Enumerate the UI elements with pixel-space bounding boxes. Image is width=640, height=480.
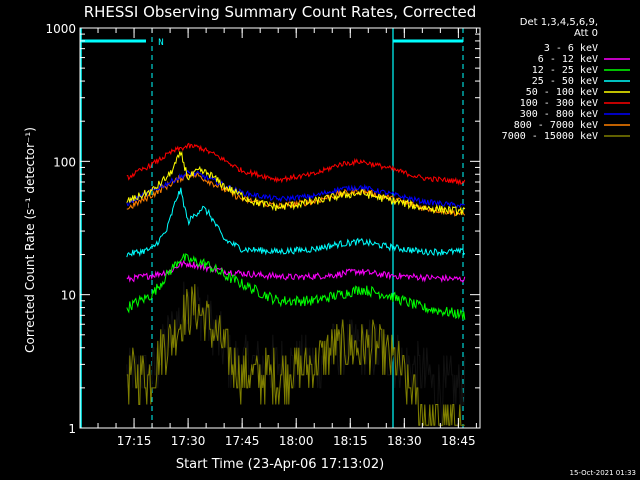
y-tick-label: 1 [68,422,76,436]
legend-entry-label: 6 - 12 keV [538,54,598,65]
series-line-5 [126,142,466,186]
legend-entry-label: 3 - 6 keV [544,43,598,54]
y-tick-label: 10 [61,289,76,303]
legend-entry-label: 25 - 50 keV [532,76,598,87]
series-line-4 [126,150,466,217]
x-tick-label: 18:45 [441,434,476,448]
y-axis-label: Corrected Count Rate (s⁻¹ detector⁻¹) [23,127,37,353]
series-line-8 [126,284,465,426]
marker-label: N [158,38,163,48]
legend-header: Det 1,3,4,5,6,9, [520,17,598,28]
x-tick-label: 17:15 [117,434,152,448]
series-line-3 [126,187,466,258]
footer-timestamp: 15-Oct-2021 01:33 [570,469,636,477]
legend-header: Att 0 [574,28,598,39]
plot-frame [79,27,481,429]
y-tick-label: 1000 [45,22,76,36]
plot-area: N [80,28,466,428]
x-axis-label: Start Time (23-Apr-06 17:13:02) [176,457,384,472]
series-line-6 [126,169,465,209]
x-tick-label: 18:00 [279,434,314,448]
series-line-1 [126,259,466,283]
legend-entry-label: 12 - 25 keV [532,65,598,76]
legend-entry-label: 7000 - 15000 keV [502,131,598,142]
x-tick-label: 18:30 [387,434,422,448]
legend-entry-label: 800 - 7000 keV [514,120,598,131]
axes: 1 10 100 1000 17:15 17:30 17:45 18:00 18:15 18:30… [45,22,481,448]
y-tick-label: 100 [53,155,76,169]
legend-entry-label: 50 - 100 keV [526,87,598,98]
legend-entry-label: 300 - 800 keV [520,109,598,120]
legend-entry-label: 100 - 300 keV [520,98,598,109]
series-line-2 [126,253,466,320]
x-tick-label: 18:15 [333,434,368,448]
chart-title: RHESSI Observing Summary Count Rates, Co… [84,3,477,21]
x-tick-label: 17:30 [171,434,206,448]
x-tick-label: 17:45 [225,434,260,448]
